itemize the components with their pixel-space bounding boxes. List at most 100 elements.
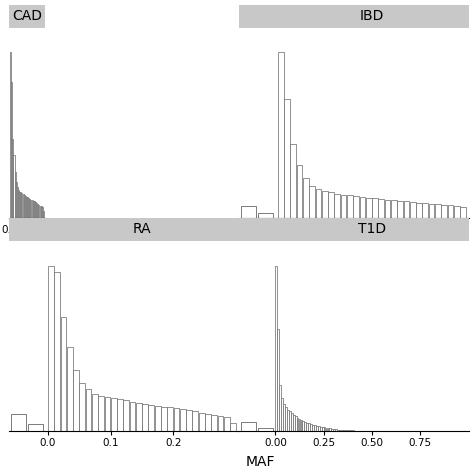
Bar [299,419,301,431]
Bar [353,430,355,431]
Bar [241,422,255,431]
Bar [356,430,358,431]
Bar [318,426,319,431]
Bar [38,205,39,218]
Bar [422,203,428,218]
Bar [15,172,16,218]
Bar [186,410,192,431]
Text: CAD: CAD [12,9,42,23]
Bar [33,201,34,218]
Bar [10,53,11,218]
Bar [30,200,31,218]
Bar [435,204,441,218]
Bar [13,155,15,218]
Bar [28,198,29,218]
Bar [378,200,384,218]
Bar [460,207,466,218]
Bar [314,425,316,431]
Bar [54,273,60,431]
Bar [345,430,346,431]
Bar [351,430,353,431]
Bar [117,399,123,431]
Bar [29,199,30,218]
Bar [347,430,348,431]
Bar [26,197,27,218]
Bar [278,53,283,218]
Bar [23,194,24,218]
Bar [42,207,43,218]
Bar [291,144,296,218]
Bar [111,398,117,431]
Bar [283,404,285,431]
Bar [39,206,41,218]
Bar [241,207,255,218]
Bar [291,413,292,431]
Bar [41,207,42,218]
Bar [303,178,309,218]
Bar [322,427,324,431]
Bar [454,206,460,218]
Bar [358,430,360,431]
Bar [79,383,85,431]
Bar [285,407,287,431]
Bar [337,429,339,431]
Bar [123,401,129,431]
Bar [98,396,104,431]
Bar [37,204,38,218]
Bar [372,199,378,218]
Bar [11,414,26,431]
Text: T1D: T1D [358,222,386,237]
Bar [428,204,435,218]
Bar [329,428,331,431]
Bar [403,201,410,218]
Bar [142,404,148,431]
Bar [32,200,33,218]
Bar [28,424,43,431]
Bar [441,205,447,218]
Bar [24,195,25,218]
Bar [230,422,236,431]
Bar [304,422,306,431]
Bar [27,197,28,218]
Bar [224,417,230,431]
Bar [279,385,281,431]
Bar [309,186,315,218]
Bar [331,428,333,431]
Bar [34,201,35,218]
Bar [21,193,22,218]
Bar [301,420,302,431]
Bar [17,187,18,218]
Bar [385,200,391,218]
Bar [320,427,322,431]
Bar [180,409,186,431]
Bar [343,430,345,431]
Bar [61,317,66,431]
Bar [218,416,223,431]
Bar [155,406,161,431]
Bar [347,195,353,218]
Bar [28,211,43,218]
Bar [447,205,453,218]
Bar [67,347,73,431]
Bar [43,211,44,218]
Bar [173,408,180,431]
Bar [328,428,329,431]
Bar [167,408,173,431]
Bar [360,197,365,218]
Bar [366,198,372,218]
Bar [92,394,98,431]
Bar [86,389,91,431]
Bar [335,429,337,431]
Bar [73,370,79,431]
Bar [18,190,19,218]
Bar [295,417,297,431]
Bar [136,402,142,431]
Bar [205,414,211,431]
Bar [316,189,321,218]
Bar [310,424,312,431]
Bar [104,397,110,431]
Bar [297,418,299,431]
Bar [322,191,328,218]
Bar [328,192,334,218]
Bar [199,412,205,431]
